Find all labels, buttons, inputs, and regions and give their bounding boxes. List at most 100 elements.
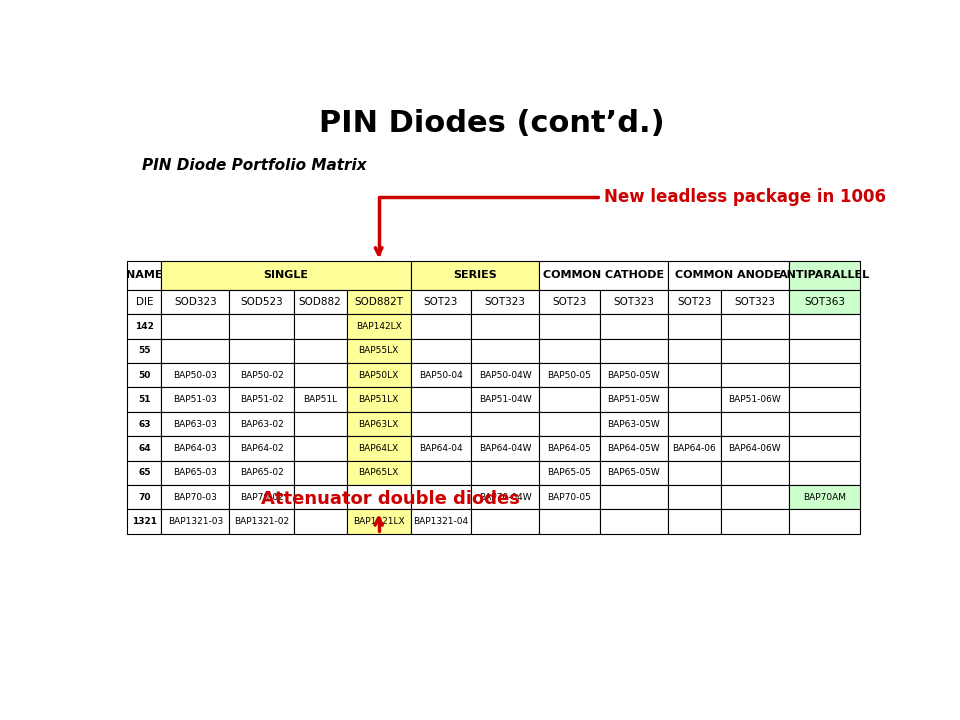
Bar <box>229 314 294 338</box>
Bar <box>540 485 600 510</box>
Text: BAP70-04W: BAP70-04W <box>479 492 532 502</box>
Bar <box>788 261 860 290</box>
Bar <box>411 485 471 510</box>
Text: BAP70-02: BAP70-02 <box>240 492 283 502</box>
Bar <box>347 412 411 436</box>
Bar <box>540 412 600 436</box>
Bar <box>347 363 411 387</box>
Text: BAP51-02: BAP51-02 <box>240 395 283 404</box>
Text: BAP65-05W: BAP65-05W <box>608 468 660 477</box>
Text: BAP50-03: BAP50-03 <box>174 371 217 379</box>
Bar <box>128 510 161 534</box>
Bar <box>294 436 347 461</box>
Bar <box>788 461 860 485</box>
Text: BAP64-03: BAP64-03 <box>174 444 217 453</box>
Bar <box>721 510 788 534</box>
Text: SERIES: SERIES <box>453 271 497 281</box>
Bar <box>411 461 471 485</box>
Text: SOT363: SOT363 <box>804 297 845 307</box>
Bar <box>294 510 347 534</box>
Bar <box>294 387 347 412</box>
Text: ANTIPARALLEL: ANTIPARALLEL <box>779 271 870 281</box>
Text: SOT323: SOT323 <box>485 297 526 307</box>
Bar <box>600 314 667 338</box>
Text: BAP55LX: BAP55LX <box>358 346 398 356</box>
Text: 1321: 1321 <box>132 517 156 526</box>
Text: PIN Diode Portfolio Matrix: PIN Diode Portfolio Matrix <box>142 158 367 174</box>
Text: BAP64-05W: BAP64-05W <box>608 444 660 453</box>
Text: SOT323: SOT323 <box>613 297 654 307</box>
Text: BAP50-04W: BAP50-04W <box>479 371 532 379</box>
Bar <box>788 290 860 314</box>
Text: 63: 63 <box>138 420 151 428</box>
Bar <box>788 338 860 363</box>
Text: SOD882T: SOD882T <box>354 297 403 307</box>
Text: 64: 64 <box>138 444 151 453</box>
Text: BAP50-02: BAP50-02 <box>240 371 283 379</box>
Text: BAP64-04: BAP64-04 <box>420 444 463 453</box>
Bar <box>161 485 229 510</box>
Text: BAP64-05: BAP64-05 <box>547 444 591 453</box>
Bar <box>294 461 347 485</box>
Text: Attenuator double diodes: Attenuator double diodes <box>261 490 520 531</box>
Text: BAP65LX: BAP65LX <box>358 468 398 477</box>
Text: 65: 65 <box>138 468 151 477</box>
Bar <box>788 387 860 412</box>
Bar <box>229 461 294 485</box>
Text: PIN Diodes (cont’d.): PIN Diodes (cont’d.) <box>319 109 665 138</box>
Text: DIE: DIE <box>135 297 154 307</box>
Text: BAP142LX: BAP142LX <box>356 322 401 331</box>
Bar <box>667 290 721 314</box>
Text: SOT23: SOT23 <box>552 297 587 307</box>
Bar <box>347 290 411 314</box>
Bar <box>600 510 667 534</box>
Bar <box>128 338 161 363</box>
Bar <box>161 461 229 485</box>
Bar <box>128 412 161 436</box>
Bar <box>347 387 411 412</box>
Text: BAP51-04W: BAP51-04W <box>479 395 532 404</box>
Bar <box>294 338 347 363</box>
Bar <box>161 510 229 534</box>
Bar <box>788 412 860 436</box>
Bar <box>294 314 347 338</box>
Text: BAP70-05: BAP70-05 <box>547 492 591 502</box>
Bar <box>788 485 860 510</box>
Text: BAP1321-02: BAP1321-02 <box>234 517 289 526</box>
Bar <box>667 436 721 461</box>
Bar <box>229 290 294 314</box>
Bar <box>540 510 600 534</box>
Text: BAP65-03: BAP65-03 <box>174 468 217 477</box>
Bar <box>347 436 411 461</box>
Text: SOD882: SOD882 <box>299 297 342 307</box>
Bar <box>540 436 600 461</box>
Bar <box>600 338 667 363</box>
Bar <box>128 461 161 485</box>
Bar <box>667 387 721 412</box>
Text: BAP63-03: BAP63-03 <box>174 420 217 428</box>
Bar <box>667 261 788 290</box>
Bar <box>721 436 788 461</box>
Text: BAP65-05: BAP65-05 <box>547 468 591 477</box>
Bar <box>471 436 540 461</box>
Text: 50: 50 <box>138 371 151 379</box>
Bar <box>721 461 788 485</box>
Text: BAP63-02: BAP63-02 <box>240 420 283 428</box>
Bar <box>788 510 860 534</box>
Text: BAP63LX: BAP63LX <box>358 420 398 428</box>
Bar <box>721 412 788 436</box>
Text: BAP70AM: BAP70AM <box>803 492 846 502</box>
Bar <box>600 290 667 314</box>
Bar <box>294 290 347 314</box>
Bar <box>540 261 667 290</box>
Text: NAME: NAME <box>126 271 162 281</box>
Bar <box>721 290 788 314</box>
Text: BAP51-03: BAP51-03 <box>174 395 217 404</box>
Bar <box>161 436 229 461</box>
Bar <box>411 387 471 412</box>
Bar <box>667 363 721 387</box>
Bar <box>540 461 600 485</box>
Text: SINGLE: SINGLE <box>264 271 308 281</box>
Text: BAP63-05W: BAP63-05W <box>608 420 660 428</box>
Bar <box>600 461 667 485</box>
